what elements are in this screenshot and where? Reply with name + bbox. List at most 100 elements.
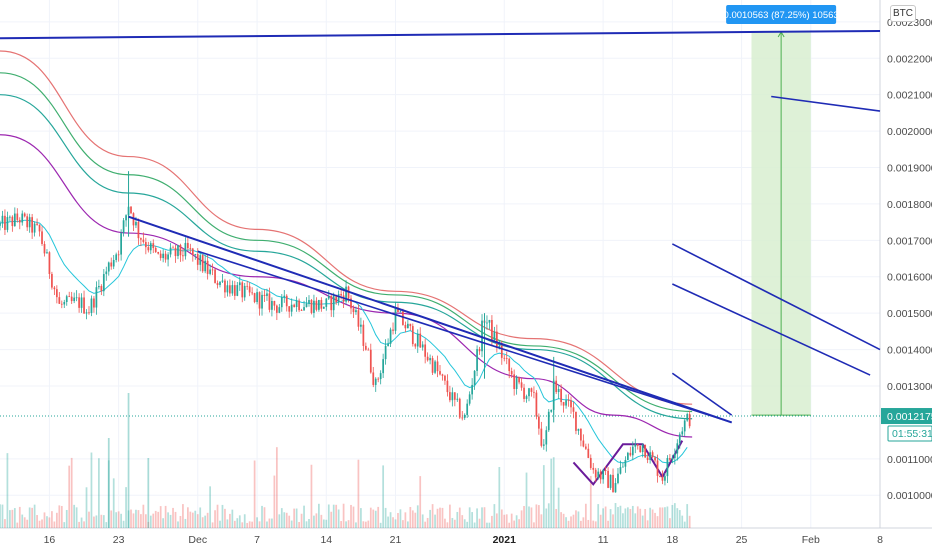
candle-body bbox=[313, 300, 315, 313]
candle-body bbox=[604, 470, 607, 471]
volume-bar bbox=[174, 511, 177, 528]
volume-bar bbox=[157, 511, 160, 528]
price-tick-label: 0.0019000 bbox=[887, 163, 932, 175]
teal-ma bbox=[0, 94, 693, 420]
candle-body bbox=[273, 301, 276, 306]
countdown-value: 01:55:31 bbox=[892, 428, 932, 440]
volume-bar bbox=[562, 513, 565, 528]
candle-body bbox=[4, 215, 6, 230]
volume-bar bbox=[661, 507, 664, 528]
candle-body bbox=[117, 254, 120, 256]
volume-bar bbox=[646, 520, 649, 528]
volume-bar bbox=[253, 460, 256, 528]
candle-body bbox=[120, 233, 122, 255]
volume-bar bbox=[275, 447, 278, 528]
volume-bar bbox=[219, 520, 221, 528]
candle-body bbox=[453, 392, 456, 400]
candle-body bbox=[387, 343, 389, 346]
current-price-badge bbox=[881, 408, 932, 425]
candle-body bbox=[68, 296, 71, 298]
measure-box bbox=[0, 30, 880, 417]
time-tick-label: 16 bbox=[44, 534, 56, 546]
candle-body bbox=[253, 293, 256, 303]
projected-channel-lower bbox=[672, 283, 871, 376]
volume-bar bbox=[407, 521, 409, 528]
candle-body bbox=[451, 392, 454, 401]
volume-bar bbox=[48, 517, 51, 528]
volume-bar bbox=[340, 521, 342, 528]
volume-bar bbox=[587, 519, 590, 528]
candle-body bbox=[23, 213, 26, 217]
volume-bar bbox=[73, 504, 76, 528]
candle-body bbox=[436, 361, 439, 372]
volume-bar bbox=[194, 510, 197, 528]
candle-body bbox=[456, 398, 459, 400]
volume-bar bbox=[360, 508, 362, 528]
candle-body bbox=[93, 298, 95, 308]
candle-body bbox=[204, 260, 207, 272]
volume-bar bbox=[589, 475, 592, 528]
price-axis[interactable]: 0.00230000.00220000.00210000.00200000.00… bbox=[881, 17, 932, 502]
candle-body bbox=[377, 378, 380, 380]
candle-body bbox=[478, 349, 481, 352]
candle-body bbox=[688, 414, 691, 427]
currency-badge[interactable]: BTC bbox=[890, 5, 916, 22]
time-tick-label: 7 bbox=[254, 534, 260, 546]
volume-bar bbox=[142, 504, 145, 528]
volume-bar bbox=[530, 507, 533, 528]
candle-body bbox=[337, 294, 340, 303]
volume-bar bbox=[335, 504, 338, 528]
candle-body bbox=[268, 293, 271, 310]
candle-body bbox=[221, 280, 224, 282]
candle-body bbox=[498, 345, 501, 348]
candle-body bbox=[631, 446, 634, 456]
candle-body bbox=[107, 262, 110, 272]
time-tick-label: 14 bbox=[320, 534, 332, 546]
candle-body bbox=[162, 253, 165, 259]
candle-body bbox=[409, 323, 412, 327]
candle-body bbox=[9, 216, 11, 218]
candle-body bbox=[219, 281, 221, 286]
volume-bar bbox=[607, 520, 609, 528]
candle-body bbox=[599, 471, 602, 480]
candle-body bbox=[78, 297, 80, 308]
volume-bar bbox=[315, 513, 318, 528]
volume-bar bbox=[676, 508, 679, 528]
volume-bar bbox=[320, 514, 323, 528]
candle-body bbox=[263, 294, 266, 296]
candle-body bbox=[622, 466, 624, 468]
volume-bar bbox=[337, 509, 340, 528]
candle-body bbox=[102, 274, 105, 292]
candle-body bbox=[683, 420, 686, 432]
candle-body bbox=[360, 324, 362, 327]
candle-body bbox=[55, 289, 58, 298]
volume-bar bbox=[13, 508, 16, 528]
time-axis[interactable]: 16 23 Dec 7 14 21 2021 11 18 25 Feb 8 bbox=[44, 534, 883, 546]
upper-channel-line bbox=[771, 95, 881, 112]
candle-body bbox=[362, 324, 365, 346]
candle-body bbox=[31, 217, 33, 233]
volume-bar bbox=[115, 512, 118, 528]
volume-bar bbox=[656, 516, 659, 528]
volume-bar bbox=[476, 508, 478, 528]
candle-body bbox=[686, 414, 689, 421]
volume-bar bbox=[226, 519, 229, 528]
volume-bar bbox=[43, 512, 46, 528]
volume-bar bbox=[100, 514, 103, 528]
price-tick-label: 0.0017000 bbox=[887, 235, 932, 247]
candle-body bbox=[95, 287, 98, 308]
candle-body bbox=[144, 242, 147, 248]
volume-bar bbox=[622, 513, 624, 528]
volume-bar bbox=[384, 507, 387, 528]
candle-body bbox=[288, 306, 291, 312]
volume-bar bbox=[439, 507, 441, 528]
candle-body bbox=[575, 411, 577, 431]
volume-bar bbox=[466, 521, 469, 528]
volume-bar bbox=[382, 465, 385, 528]
volume-bar bbox=[609, 509, 612, 528]
volume-bar bbox=[659, 507, 661, 528]
volume-bar bbox=[172, 507, 174, 528]
volume-bar bbox=[164, 505, 167, 528]
candle-body bbox=[441, 374, 444, 376]
